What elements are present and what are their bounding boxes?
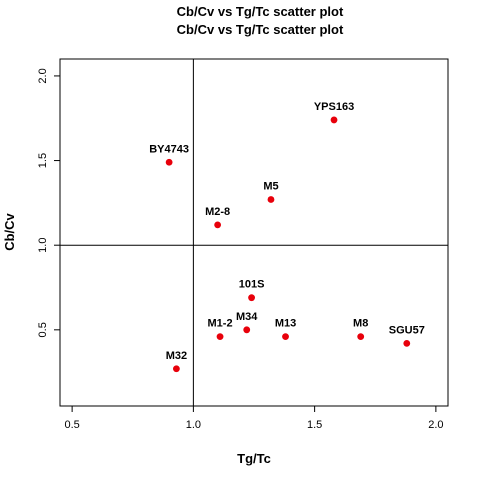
point-label: M2-8 bbox=[205, 206, 230, 218]
x-axis-label: Tg/Tc bbox=[237, 451, 271, 466]
data-point bbox=[216, 333, 224, 340]
data-point bbox=[173, 365, 180, 373]
data-point bbox=[165, 158, 173, 166]
plot-frame bbox=[59, 58, 449, 407]
data-point bbox=[243, 326, 251, 334]
x-tick-label: 2.0 bbox=[428, 419, 443, 431]
y-axis: 0.5 1.0 1.5 2.0 bbox=[37, 68, 60, 337]
x-tick-label: 0.5 bbox=[64, 419, 79, 431]
data-point bbox=[214, 221, 222, 229]
y-tick-label: 1.5 bbox=[37, 153, 49, 168]
point-label: M34 bbox=[236, 311, 258, 323]
x-tick-label: 1.5 bbox=[307, 419, 322, 431]
point-label: YPS163 bbox=[314, 101, 354, 113]
reference-lines bbox=[60, 59, 448, 406]
point-label: M1-2 bbox=[208, 318, 233, 330]
y-tick-label: 1.0 bbox=[37, 238, 49, 253]
point-label: M8 bbox=[353, 318, 368, 330]
x-tick-label: 1.0 bbox=[186, 419, 201, 431]
point-label: 101S bbox=[239, 279, 265, 291]
data-point bbox=[357, 333, 365, 340]
point-label: M32 bbox=[166, 350, 187, 362]
data-point bbox=[248, 294, 255, 302]
y-axis-label: Cb/Cv bbox=[2, 212, 17, 250]
chart-subtitle: Cb/Cv vs Tg/Tc scatter plot bbox=[177, 22, 344, 37]
data-point bbox=[403, 339, 411, 347]
point-label: M5 bbox=[263, 180, 278, 192]
point-label: BY4743 bbox=[149, 143, 189, 155]
point-label: M13 bbox=[275, 318, 296, 330]
point-label: SGU57 bbox=[389, 324, 425, 336]
chart-title: Cb/Cv vs Tg/Tc scatter plot bbox=[177, 4, 344, 19]
data-point bbox=[282, 333, 289, 340]
data-point bbox=[267, 196, 275, 203]
data-point bbox=[330, 116, 338, 124]
y-tick-label: 2.0 bbox=[37, 68, 49, 83]
x-axis: 0.5 1.0 1.5 2.0 bbox=[64, 406, 444, 431]
y-tick-label: 0.5 bbox=[37, 322, 49, 337]
